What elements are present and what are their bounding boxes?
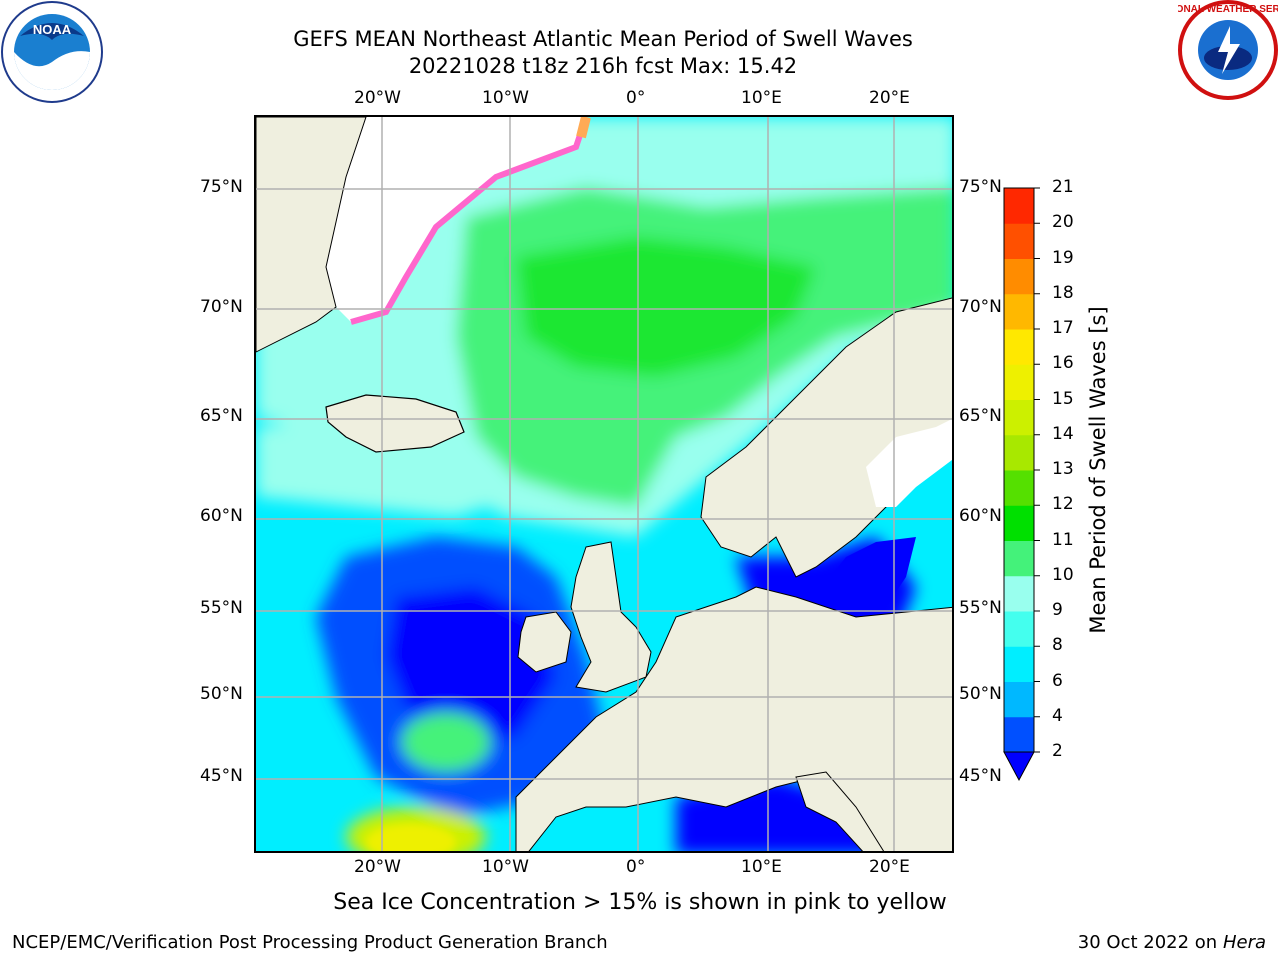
noaa-logo: NOAA bbox=[1, 1, 103, 103]
colorbar-tick-label: 18 bbox=[1052, 282, 1074, 303]
colorbar-label: Mean Period of Swell Waves [s] bbox=[1086, 306, 1110, 634]
colorbar-tick-label: 17 bbox=[1052, 318, 1074, 338]
nws-logo: NATIONAL WEATHER SERVICE bbox=[1178, 0, 1278, 100]
colorbar-segment bbox=[1004, 681, 1034, 718]
lat-tick-right-0: 75°N bbox=[959, 177, 1002, 197]
colorbar-tick-label: 15 bbox=[1052, 388, 1074, 409]
lat-tick-right-2: 65°N bbox=[959, 406, 1002, 426]
colorbar-segment bbox=[1004, 364, 1034, 400]
lon-tick-top-3: 10°E bbox=[741, 88, 782, 108]
colorbar-segment bbox=[1004, 646, 1034, 682]
colorbar-segment bbox=[1004, 575, 1034, 612]
colorbar-tick-label: 16 bbox=[1052, 353, 1074, 374]
lat-tick-left-6: 45°N bbox=[200, 766, 243, 786]
lat-tick-right-6: 45°N bbox=[959, 766, 1002, 786]
lon-tick-bottom-3: 10°E bbox=[741, 857, 782, 877]
sea-ice-caption: Sea Ice Concentration > 15% is shown in … bbox=[333, 890, 947, 915]
colorbar-tick-label: 6 bbox=[1052, 670, 1063, 691]
lat-tick-right-3: 60°N bbox=[959, 506, 1002, 526]
lon-tick-bottom-0: 20°W bbox=[354, 857, 401, 877]
colorbar-segment bbox=[1004, 293, 1034, 330]
colorbar-tick-label: 4 bbox=[1052, 705, 1063, 726]
colorbar-segment bbox=[1004, 188, 1034, 224]
lon-tick-bottom-1: 10°W bbox=[482, 857, 529, 877]
map-title: GEFS MEAN Northeast Atlantic Mean Period… bbox=[293, 27, 913, 51]
colorbar-tick-label: 13 bbox=[1052, 459, 1074, 479]
lat-tick-left-0: 75°N bbox=[200, 177, 243, 197]
lat-tick-right-5: 50°N bbox=[959, 684, 1002, 704]
colorbar-segment bbox=[1004, 540, 1034, 577]
colorbar-tick-label: 11 bbox=[1052, 529, 1074, 550]
lat-tick-left-5: 50°N bbox=[200, 684, 243, 704]
colorbar-under-arrow bbox=[1003, 751, 1035, 782]
sea-ice bbox=[326, 117, 586, 322]
svg-text:NOAA: NOAA bbox=[33, 22, 72, 37]
swell-period-map bbox=[256, 117, 952, 851]
svg-text:NATIONAL WEATHER SERVICE: NATIONAL WEATHER SERVICE bbox=[1178, 4, 1278, 15]
colorbar-segment bbox=[1004, 223, 1034, 259]
lat-tick-left-4: 55°N bbox=[200, 598, 243, 618]
lon-tick-bottom-4: 20°E bbox=[869, 857, 910, 877]
colorbar-segment bbox=[1004, 329, 1034, 365]
europe-mainland bbox=[515, 586, 952, 851]
machine-name: Hera bbox=[1222, 932, 1266, 953]
lat-tick-left-2: 65°N bbox=[200, 406, 243, 426]
colorbar bbox=[1003, 187, 1040, 782]
producer-credit: NCEP/EMC/Verification Post Processing Pr… bbox=[12, 932, 608, 953]
lon-tick-top-0: 20°W bbox=[354, 88, 401, 108]
ireland bbox=[517, 611, 572, 673]
colorbar-segment bbox=[1004, 611, 1034, 647]
lon-tick-top-2: 0° bbox=[626, 88, 646, 108]
graticule bbox=[256, 117, 952, 851]
lon-tick-top-4: 20°E bbox=[869, 88, 910, 108]
run-date-text: 30 Oct 2022 on bbox=[1077, 932, 1218, 953]
colorbar-segment bbox=[1004, 505, 1034, 541]
iceland bbox=[325, 394, 465, 453]
colorbar-tick-label: 14 bbox=[1052, 423, 1074, 444]
colorbar-tick-label: 9 bbox=[1052, 600, 1063, 620]
colorbar-segment bbox=[1004, 470, 1034, 506]
map-panel[interactable] bbox=[254, 115, 954, 853]
colorbar-tick-label: 12 bbox=[1052, 494, 1074, 515]
lat-tick-right-1: 70°N bbox=[959, 297, 1002, 317]
lat-tick-left-3: 60°N bbox=[200, 506, 243, 526]
colorbar-tick-label: 10 bbox=[1052, 564, 1074, 585]
colorbar-segment bbox=[1004, 399, 1034, 436]
lat-tick-right-4: 55°N bbox=[959, 598, 1002, 618]
colorbar-segment bbox=[1004, 716, 1034, 753]
lat-tick-left-1: 70°N bbox=[200, 297, 243, 317]
lon-tick-bottom-2: 0° bbox=[626, 857, 646, 877]
map-subtitle: 20221028 t18z 216h fcst Max: 15.42 bbox=[408, 54, 798, 78]
colorbar-tick-label: 20 bbox=[1052, 212, 1074, 233]
great-britain bbox=[570, 541, 652, 693]
lon-tick-top-1: 10°W bbox=[482, 88, 529, 108]
colorbar-segment bbox=[1004, 258, 1034, 295]
greenland bbox=[256, 117, 367, 353]
colorbar-segment bbox=[1004, 434, 1034, 471]
run-date: 30 Oct 2022 on Hera bbox=[1078, 932, 1266, 953]
colorbar-tick-label: 8 bbox=[1052, 635, 1063, 656]
colorbar-tick-label: 21 bbox=[1052, 177, 1074, 197]
colorbar-tick-label: 19 bbox=[1052, 247, 1074, 268]
colorbar-tick-label: 2 bbox=[1052, 741, 1063, 761]
